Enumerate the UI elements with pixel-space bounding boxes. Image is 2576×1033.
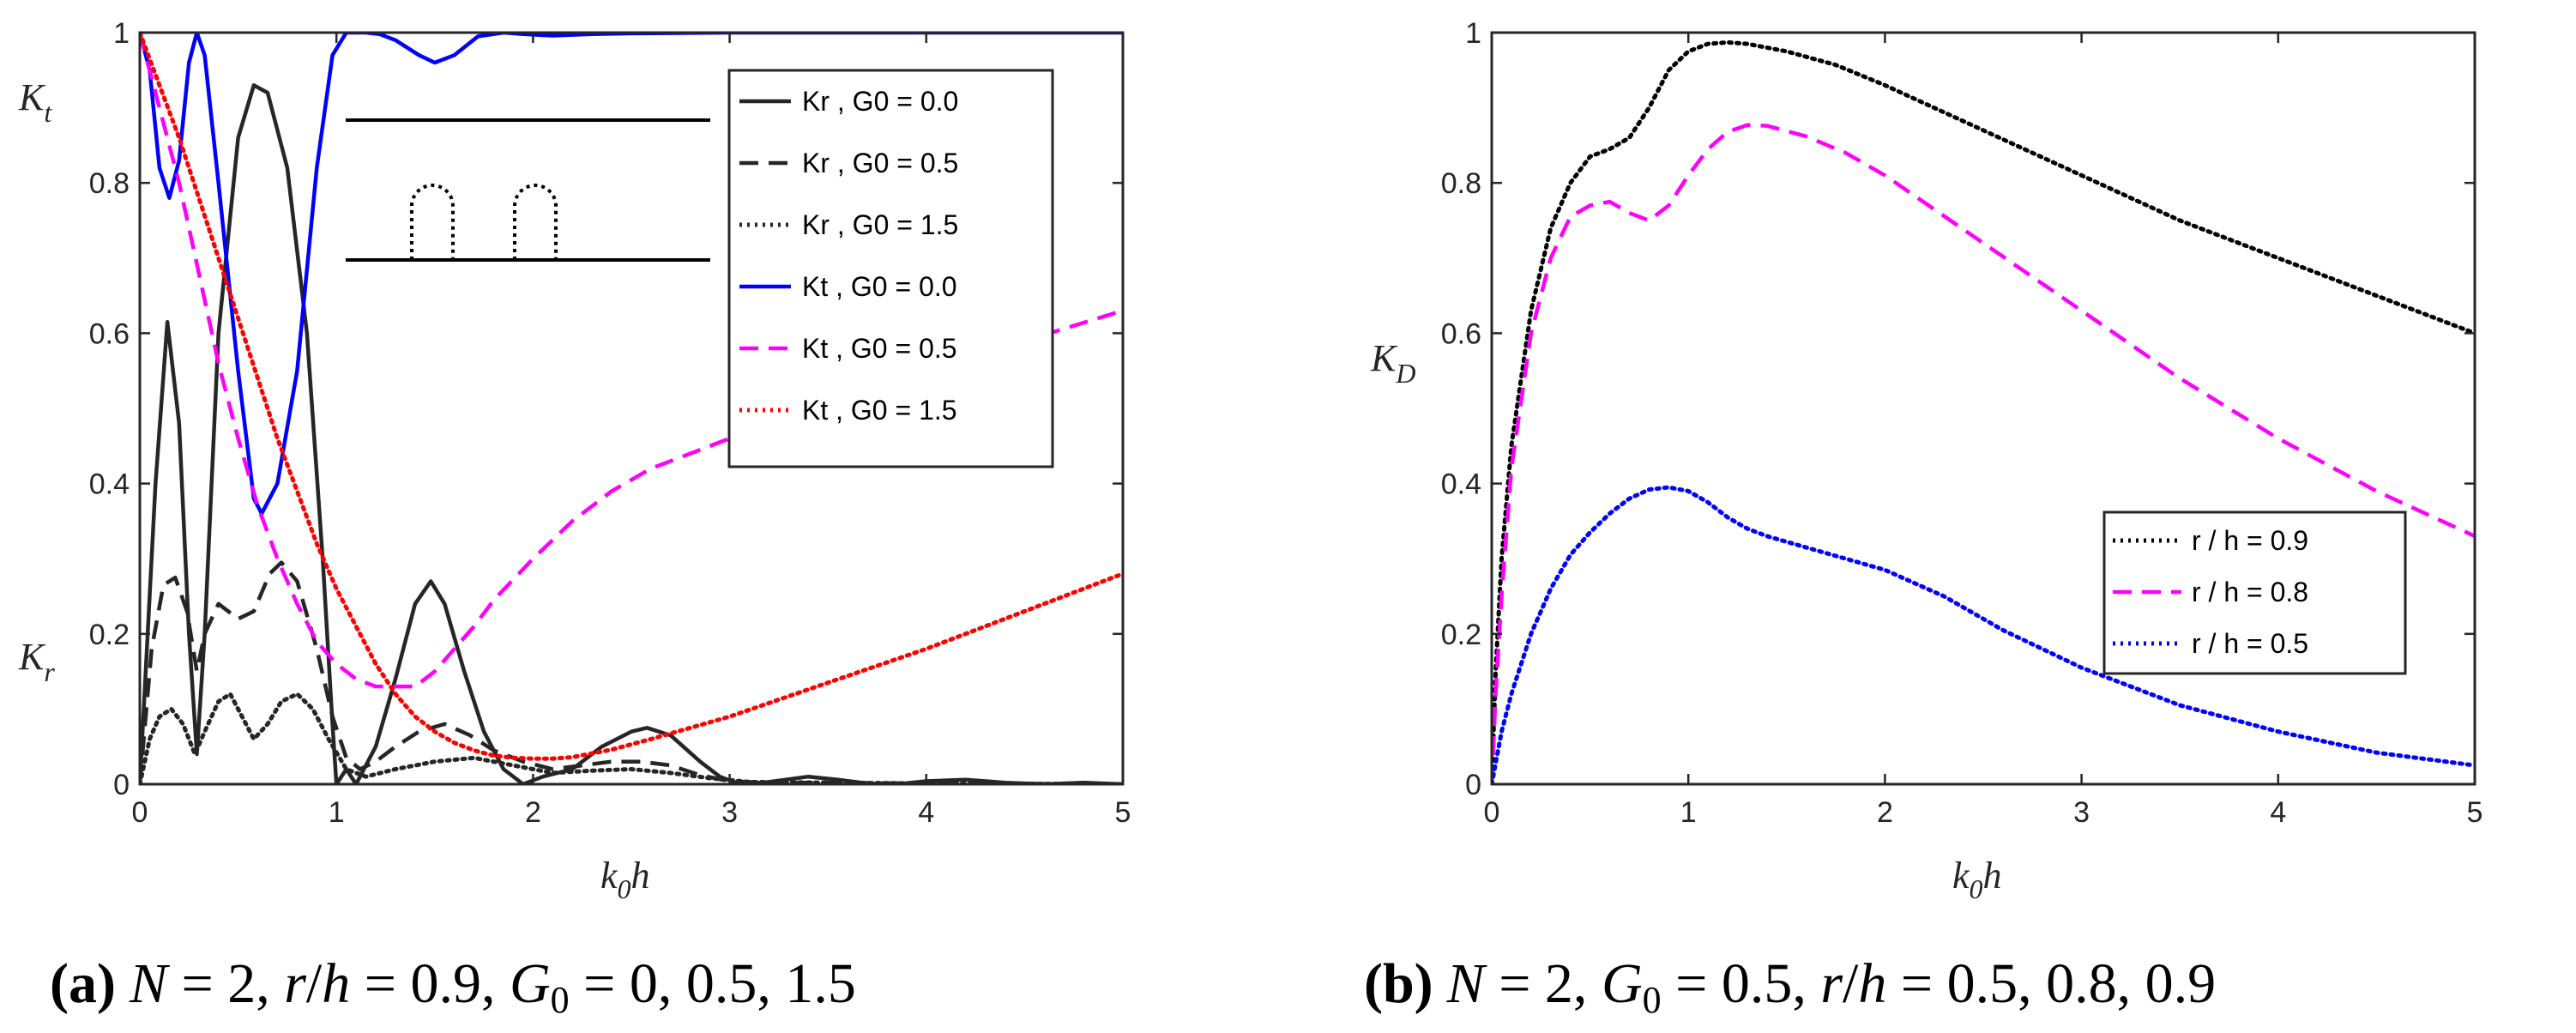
- ytick-label: 0.4: [89, 468, 130, 501]
- legend-label: Kr , G0 = 0.5: [802, 148, 958, 178]
- ytick-label: 0.6: [89, 317, 130, 350]
- series-line-b-0: [1492, 39, 2475, 784]
- xtick-label: 2: [525, 796, 541, 829]
- legend-label: Kr , G0 = 0.0: [802, 86, 958, 117]
- xtick-label: 4: [918, 796, 934, 829]
- xtick-label: 3: [2073, 796, 2090, 829]
- ytick-label: 0.8: [1441, 167, 1481, 200]
- ytick-label: 0.6: [1441, 317, 1481, 350]
- legend-label: Kt , G0 = 0.0: [802, 271, 957, 302]
- series-line-b-2: [1492, 485, 2475, 784]
- xtick-label: 5: [2467, 796, 2483, 829]
- ytick-label: 1: [1465, 17, 1481, 50]
- caption-a-label: (a): [50, 952, 116, 1015]
- legend-box-a: [727, 69, 1054, 468]
- ytick-label: 0.2: [1441, 619, 1481, 651]
- ytick-label: 0.8: [89, 167, 130, 200]
- xtick-label: 0: [1484, 796, 1500, 829]
- series-line-a-2: [140, 692, 1123, 784]
- xtick-label: 4: [2270, 796, 2286, 829]
- series-line-a-3: [140, 33, 1123, 516]
- xtick-label: 1: [1680, 796, 1697, 829]
- legend-label: Kr , G0 = 1.5: [802, 209, 958, 240]
- legend-b: r / h = 0.9 r / h = 0.8 r / h = 0.5: [2102, 510, 2407, 675]
- xlabel-b: k0h: [1952, 855, 2002, 904]
- inset-breakwater-2: [513, 184, 558, 260]
- xtick-label: 3: [721, 796, 738, 829]
- legend-a: Kr , G0 = 0.0 Kr , G0 = 0.5 Kr , G0 = 1.5 K…: [727, 69, 1054, 468]
- series-line-a-5: [140, 33, 1123, 761]
- caption-a: (a) N = 2, r/h = 0.9, G0 = 0, 0.5, 1.5: [50, 952, 856, 1021]
- legend-label: Kt , G0 = 1.5: [802, 395, 957, 426]
- xtick-label: 1: [329, 796, 345, 829]
- ytick-label: 0.2: [89, 619, 130, 651]
- xtick-label: 0: [132, 796, 148, 829]
- xtick-label: 2: [1877, 796, 1893, 829]
- ytick-label: 0.4: [1441, 468, 1481, 501]
- legend-label: Kt , G0 = 0.5: [802, 333, 957, 364]
- ytick-label: 0: [113, 769, 130, 801]
- caption-b-label: (b): [1364, 952, 1433, 1015]
- ytick-label: 1: [113, 17, 130, 50]
- panel-b: 0 1 2 3 4 500.20.40.60.81 KD k0h r / h = 0.9r…: [1370, 17, 2482, 904]
- series-line-a-1: [140, 560, 1123, 784]
- inset-breakwater-1: [410, 184, 455, 260]
- legend-label: r / h = 0.8: [2192, 577, 2308, 607]
- axes-frame-b: [1490, 31, 2476, 786]
- panel-a: 0 1 2 3 4 500.20.40.60.81 Kt Kr k0h Kr , G0 =…: [18, 17, 1131, 904]
- series-line-b-1: [1492, 123, 2475, 784]
- legend-label: r / h = 0.9: [2192, 525, 2308, 556]
- axes-frame-a: [138, 31, 1125, 786]
- inset-schematic: [346, 118, 710, 262]
- ytick-label: 0: [1465, 769, 1481, 801]
- series-line-a-4: [140, 33, 1123, 689]
- legend-label: r / h = 0.5: [2192, 628, 2308, 659]
- xtick-label: 5: [1115, 796, 1131, 829]
- caption-b: (b) N = 2, G0 = 0.5, r/h = 0.5, 0.8, 0.9: [1364, 952, 2216, 1021]
